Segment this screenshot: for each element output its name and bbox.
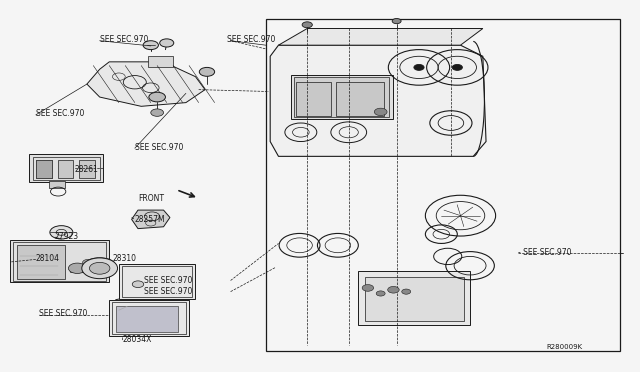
Circle shape — [149, 92, 166, 102]
Circle shape — [362, 285, 374, 291]
Bar — [49, 181, 65, 188]
Text: 28257M: 28257M — [135, 215, 165, 224]
Text: 28034X: 28034X — [122, 335, 152, 344]
Circle shape — [82, 258, 118, 279]
Circle shape — [132, 281, 144, 288]
Circle shape — [402, 289, 411, 294]
Bar — [113, 302, 186, 334]
Bar — [33, 157, 100, 180]
Bar — [17, 245, 65, 279]
Bar — [116, 306, 178, 333]
Bar — [36, 160, 52, 178]
Text: R280009K: R280009K — [547, 344, 583, 350]
Bar — [70, 264, 100, 272]
Circle shape — [452, 64, 463, 70]
Circle shape — [151, 109, 164, 116]
Text: 28104: 28104 — [36, 254, 60, 263]
Circle shape — [50, 226, 73, 239]
Bar — [122, 266, 192, 297]
Polygon shape — [132, 210, 170, 229]
Text: 28261: 28261 — [74, 165, 98, 174]
Circle shape — [90, 262, 110, 274]
Circle shape — [392, 19, 401, 24]
Circle shape — [302, 22, 312, 28]
Circle shape — [68, 263, 86, 273]
Circle shape — [83, 259, 94, 266]
Bar — [119, 264, 195, 299]
Polygon shape — [278, 29, 483, 45]
Text: FRONT: FRONT — [138, 195, 164, 203]
Bar — [148, 56, 173, 67]
Circle shape — [143, 41, 159, 49]
Circle shape — [160, 39, 173, 47]
Circle shape — [199, 67, 214, 76]
Polygon shape — [270, 45, 486, 156]
Bar — [266, 19, 620, 351]
Text: 28310: 28310 — [113, 254, 136, 263]
Bar — [13, 241, 106, 280]
Bar — [365, 277, 464, 321]
Circle shape — [388, 286, 399, 293]
Bar — [36, 160, 52, 178]
Text: SEE SEC.970: SEE SEC.970 — [227, 35, 276, 44]
Polygon shape — [87, 62, 205, 106]
Text: - SEE SEC.970: - SEE SEC.970 — [518, 248, 572, 257]
Text: SEE SEC.970: SEE SEC.970 — [135, 142, 183, 151]
Circle shape — [374, 108, 387, 116]
Bar — [58, 160, 74, 178]
Circle shape — [414, 64, 424, 70]
Bar — [358, 271, 470, 325]
Text: SEE SEC.970: SEE SEC.970 — [36, 109, 84, 118]
Text: SEE SEC.970: SEE SEC.970 — [145, 276, 193, 285]
Bar — [336, 82, 384, 116]
Text: 27923: 27923 — [55, 231, 79, 241]
Bar — [10, 240, 109, 282]
Bar — [29, 154, 103, 182]
Bar — [109, 300, 189, 336]
Text: SEE SEC.970: SEE SEC.970 — [100, 35, 148, 44]
Bar — [294, 77, 389, 118]
Bar — [291, 75, 394, 119]
Bar — [296, 82, 332, 116]
Text: SEE SEC.970: SEE SEC.970 — [39, 310, 88, 318]
Text: SEE SEC.970: SEE SEC.970 — [145, 287, 193, 296]
Circle shape — [376, 291, 385, 296]
Bar — [79, 160, 95, 178]
